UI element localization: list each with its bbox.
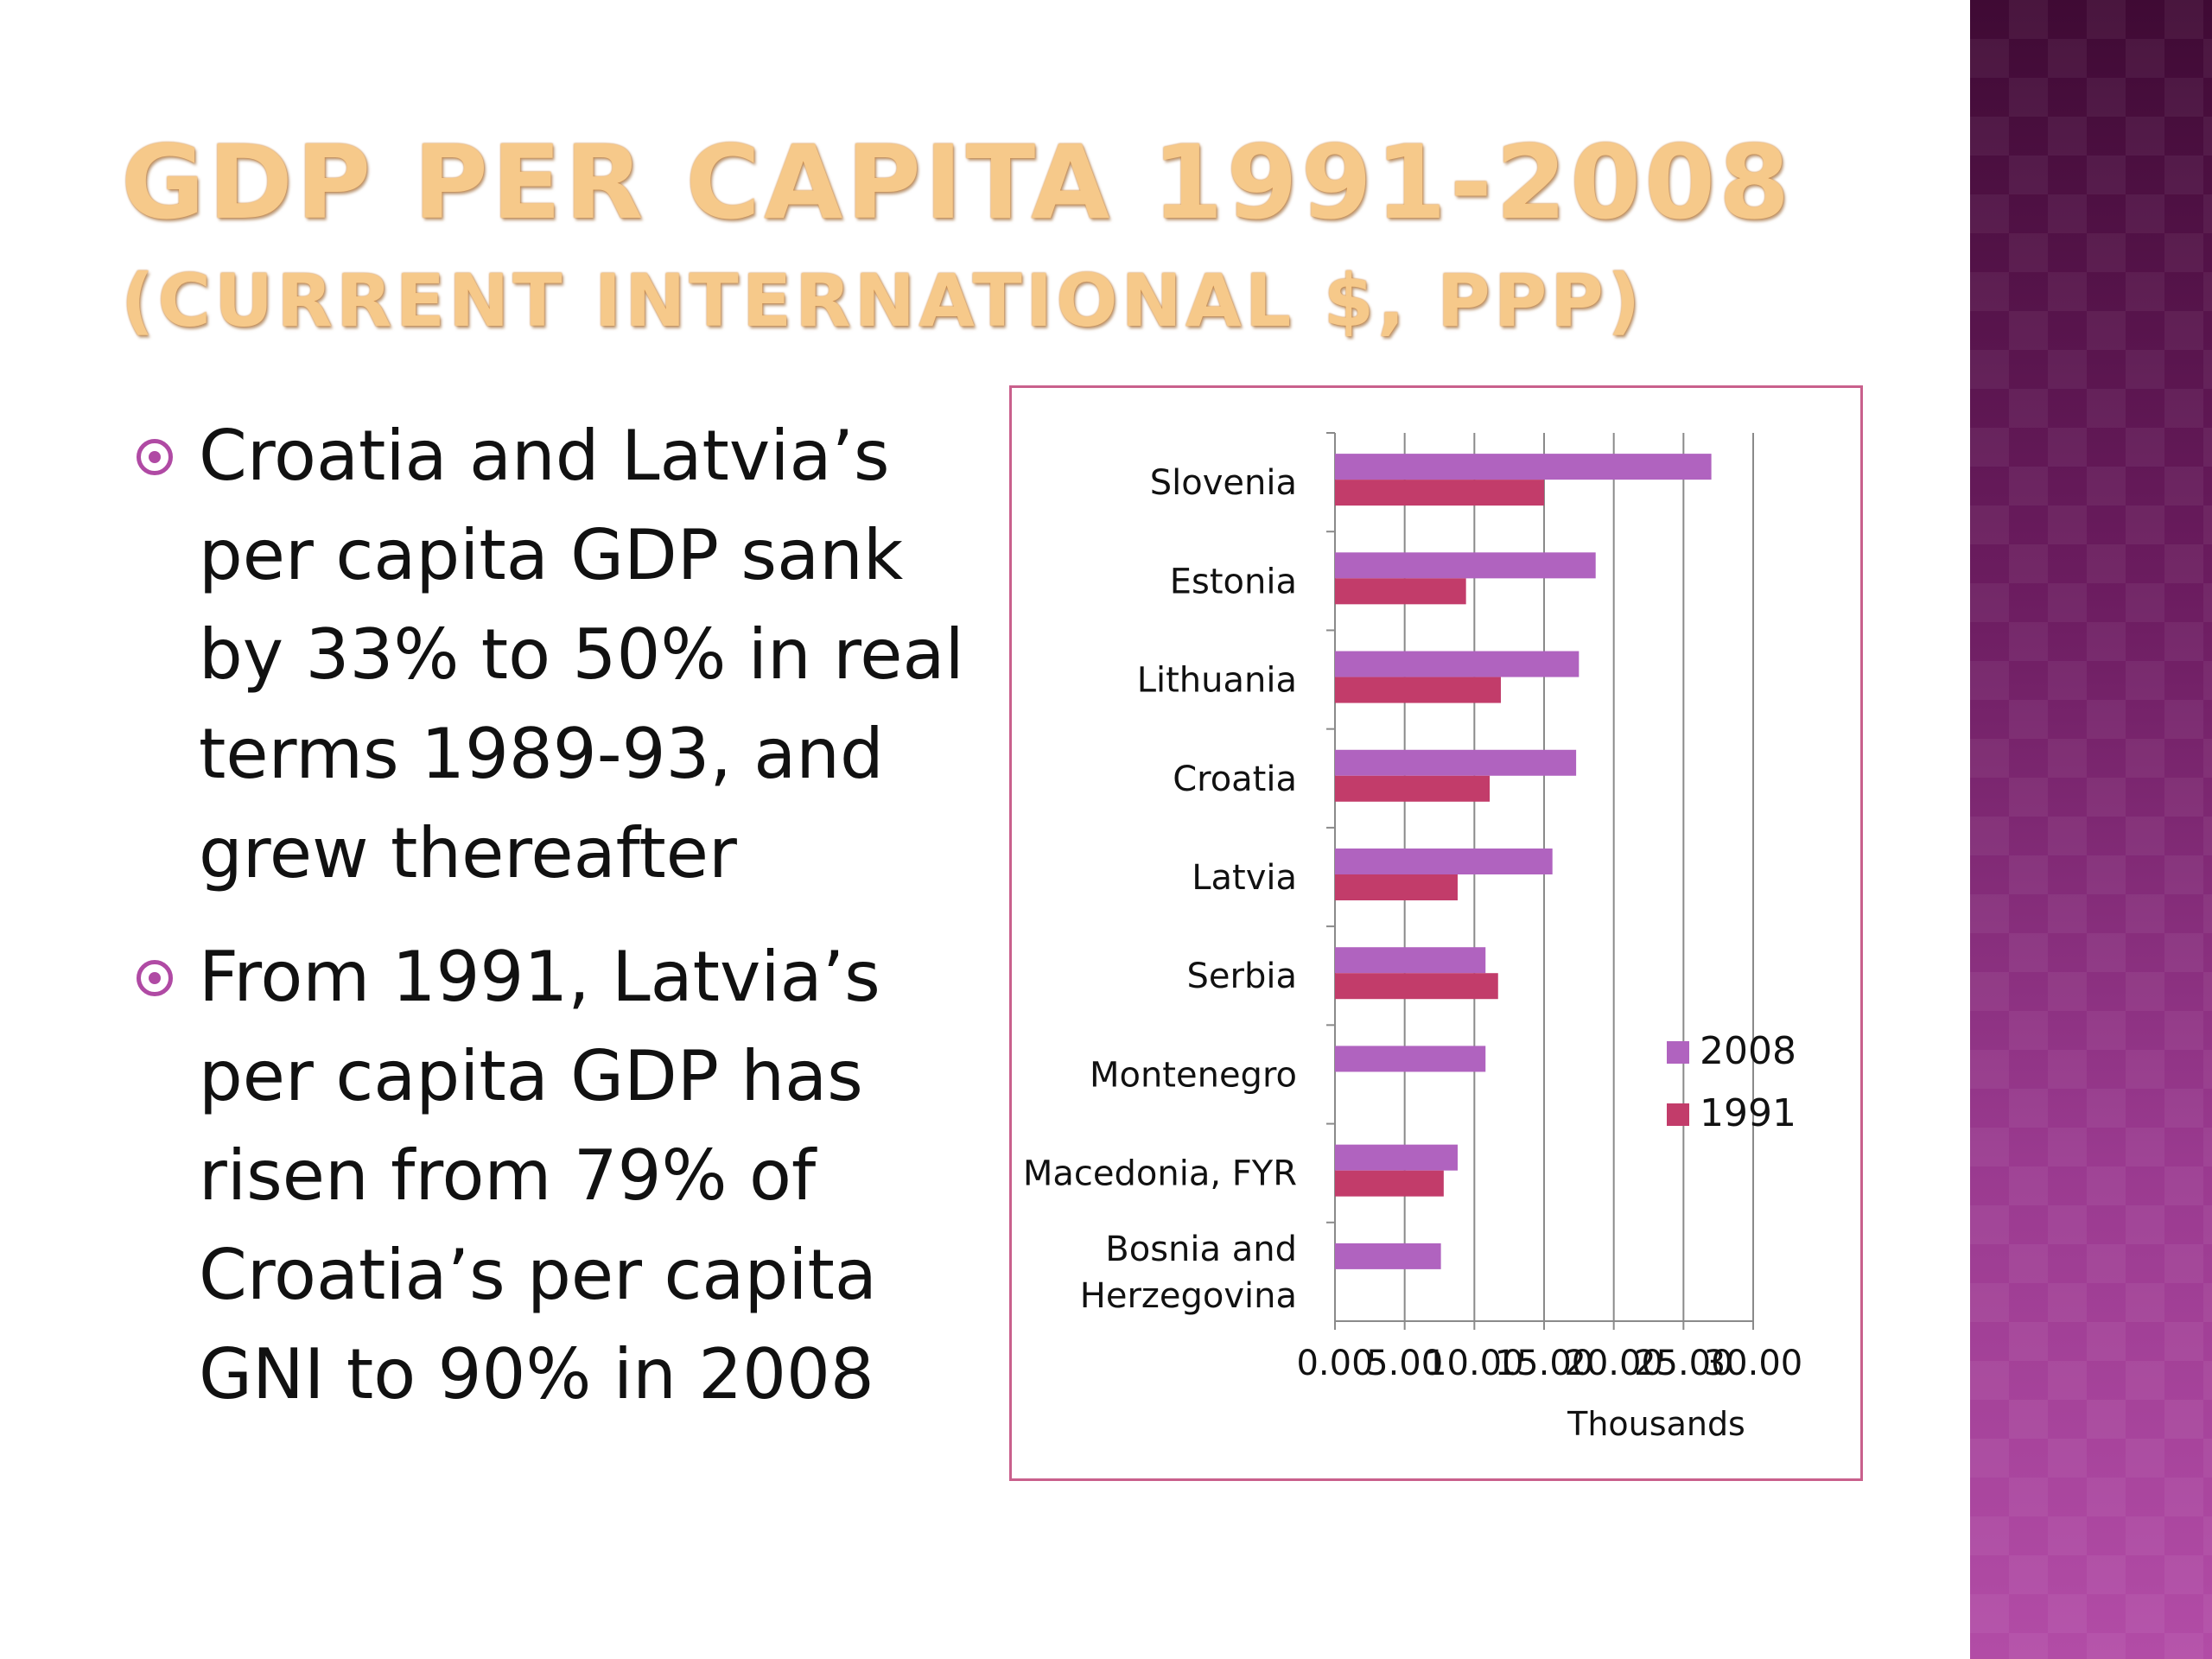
bullet-item: From 1991, Latvia’s per capita GDP has r… (130, 927, 985, 1424)
bar-2008 (1335, 1046, 1486, 1072)
bullet-list: Croatia and Latvia’s per capita GDP sank… (130, 406, 985, 1448)
category-label: Latvia (1192, 858, 1297, 898)
bar-2008 (1335, 1243, 1441, 1269)
bullet-text: From 1991, Latvia’s per capita GDP has r… (199, 937, 880, 1414)
bar-1991 (1335, 775, 1491, 802)
x-tick-label: 5.00 (1366, 1344, 1443, 1383)
category-label: Lithuania (1137, 661, 1297, 701)
legend-swatch-2008 (1667, 1041, 1689, 1064)
category-label: Montenegro (1090, 1055, 1297, 1095)
bullet-circle-icon (137, 439, 173, 475)
bar-2008 (1335, 552, 1596, 579)
legend-label: 1991 (1700, 1091, 1796, 1135)
bar-2008 (1335, 947, 1486, 974)
bar-1991 (1335, 677, 1501, 703)
bar-1991 (1335, 973, 1498, 1000)
x-tick-label: 25.00 (1634, 1344, 1733, 1383)
x-tick-label: 10.00 (1425, 1344, 1524, 1383)
bar-2008 (1335, 749, 1577, 776)
bar-1991 (1335, 480, 1544, 506)
slide-title: GDP per capita 1991-2008 (121, 123, 1794, 242)
bullet-item: Croatia and Latvia’s per capita GDP sank… (130, 406, 985, 903)
bar-2008 (1335, 1144, 1458, 1171)
x-tick-label: 20.00 (1564, 1344, 1663, 1383)
decorative-sidebar (1970, 0, 2212, 1659)
legend-swatch-1991 (1667, 1103, 1689, 1126)
bar-2008 (1335, 849, 1553, 874)
bar-1991 (1335, 874, 1458, 900)
x-tick-label: 15.00 (1495, 1344, 1594, 1383)
bar-2008 (1335, 651, 1580, 677)
category-label: Slovenia (1150, 463, 1297, 503)
category-label: Croatia (1173, 760, 1297, 799)
legend-label: 2008 (1700, 1029, 1796, 1073)
bullet-circle-icon (137, 960, 173, 996)
slide-subtitle: (Current international $, PPP) (121, 258, 1644, 343)
category-label: Estonia (1170, 562, 1297, 601)
bar-1991 (1335, 1170, 1444, 1197)
chart-frame: 0.00 5.00 10.00 15.00 20.00 25.00 30.00 Sloveni… (1009, 385, 1863, 1481)
bar-1991 (1335, 578, 1466, 605)
bullet-text: Croatia and Latvia’s per capita GDP sank… (199, 416, 964, 893)
category-label: Serbia (1187, 957, 1297, 996)
category-label: Herzegovina (1080, 1276, 1297, 1316)
x-tick-label: 30.00 (1704, 1344, 1803, 1383)
category-label: Bosnia and (1105, 1230, 1297, 1269)
category-label: Macedonia, FYR (1023, 1154, 1297, 1194)
bar-2008 (1335, 454, 1712, 480)
x-tick-label: 0.00 (1296, 1344, 1373, 1383)
x-axis-title: Thousands (1567, 1405, 1745, 1443)
